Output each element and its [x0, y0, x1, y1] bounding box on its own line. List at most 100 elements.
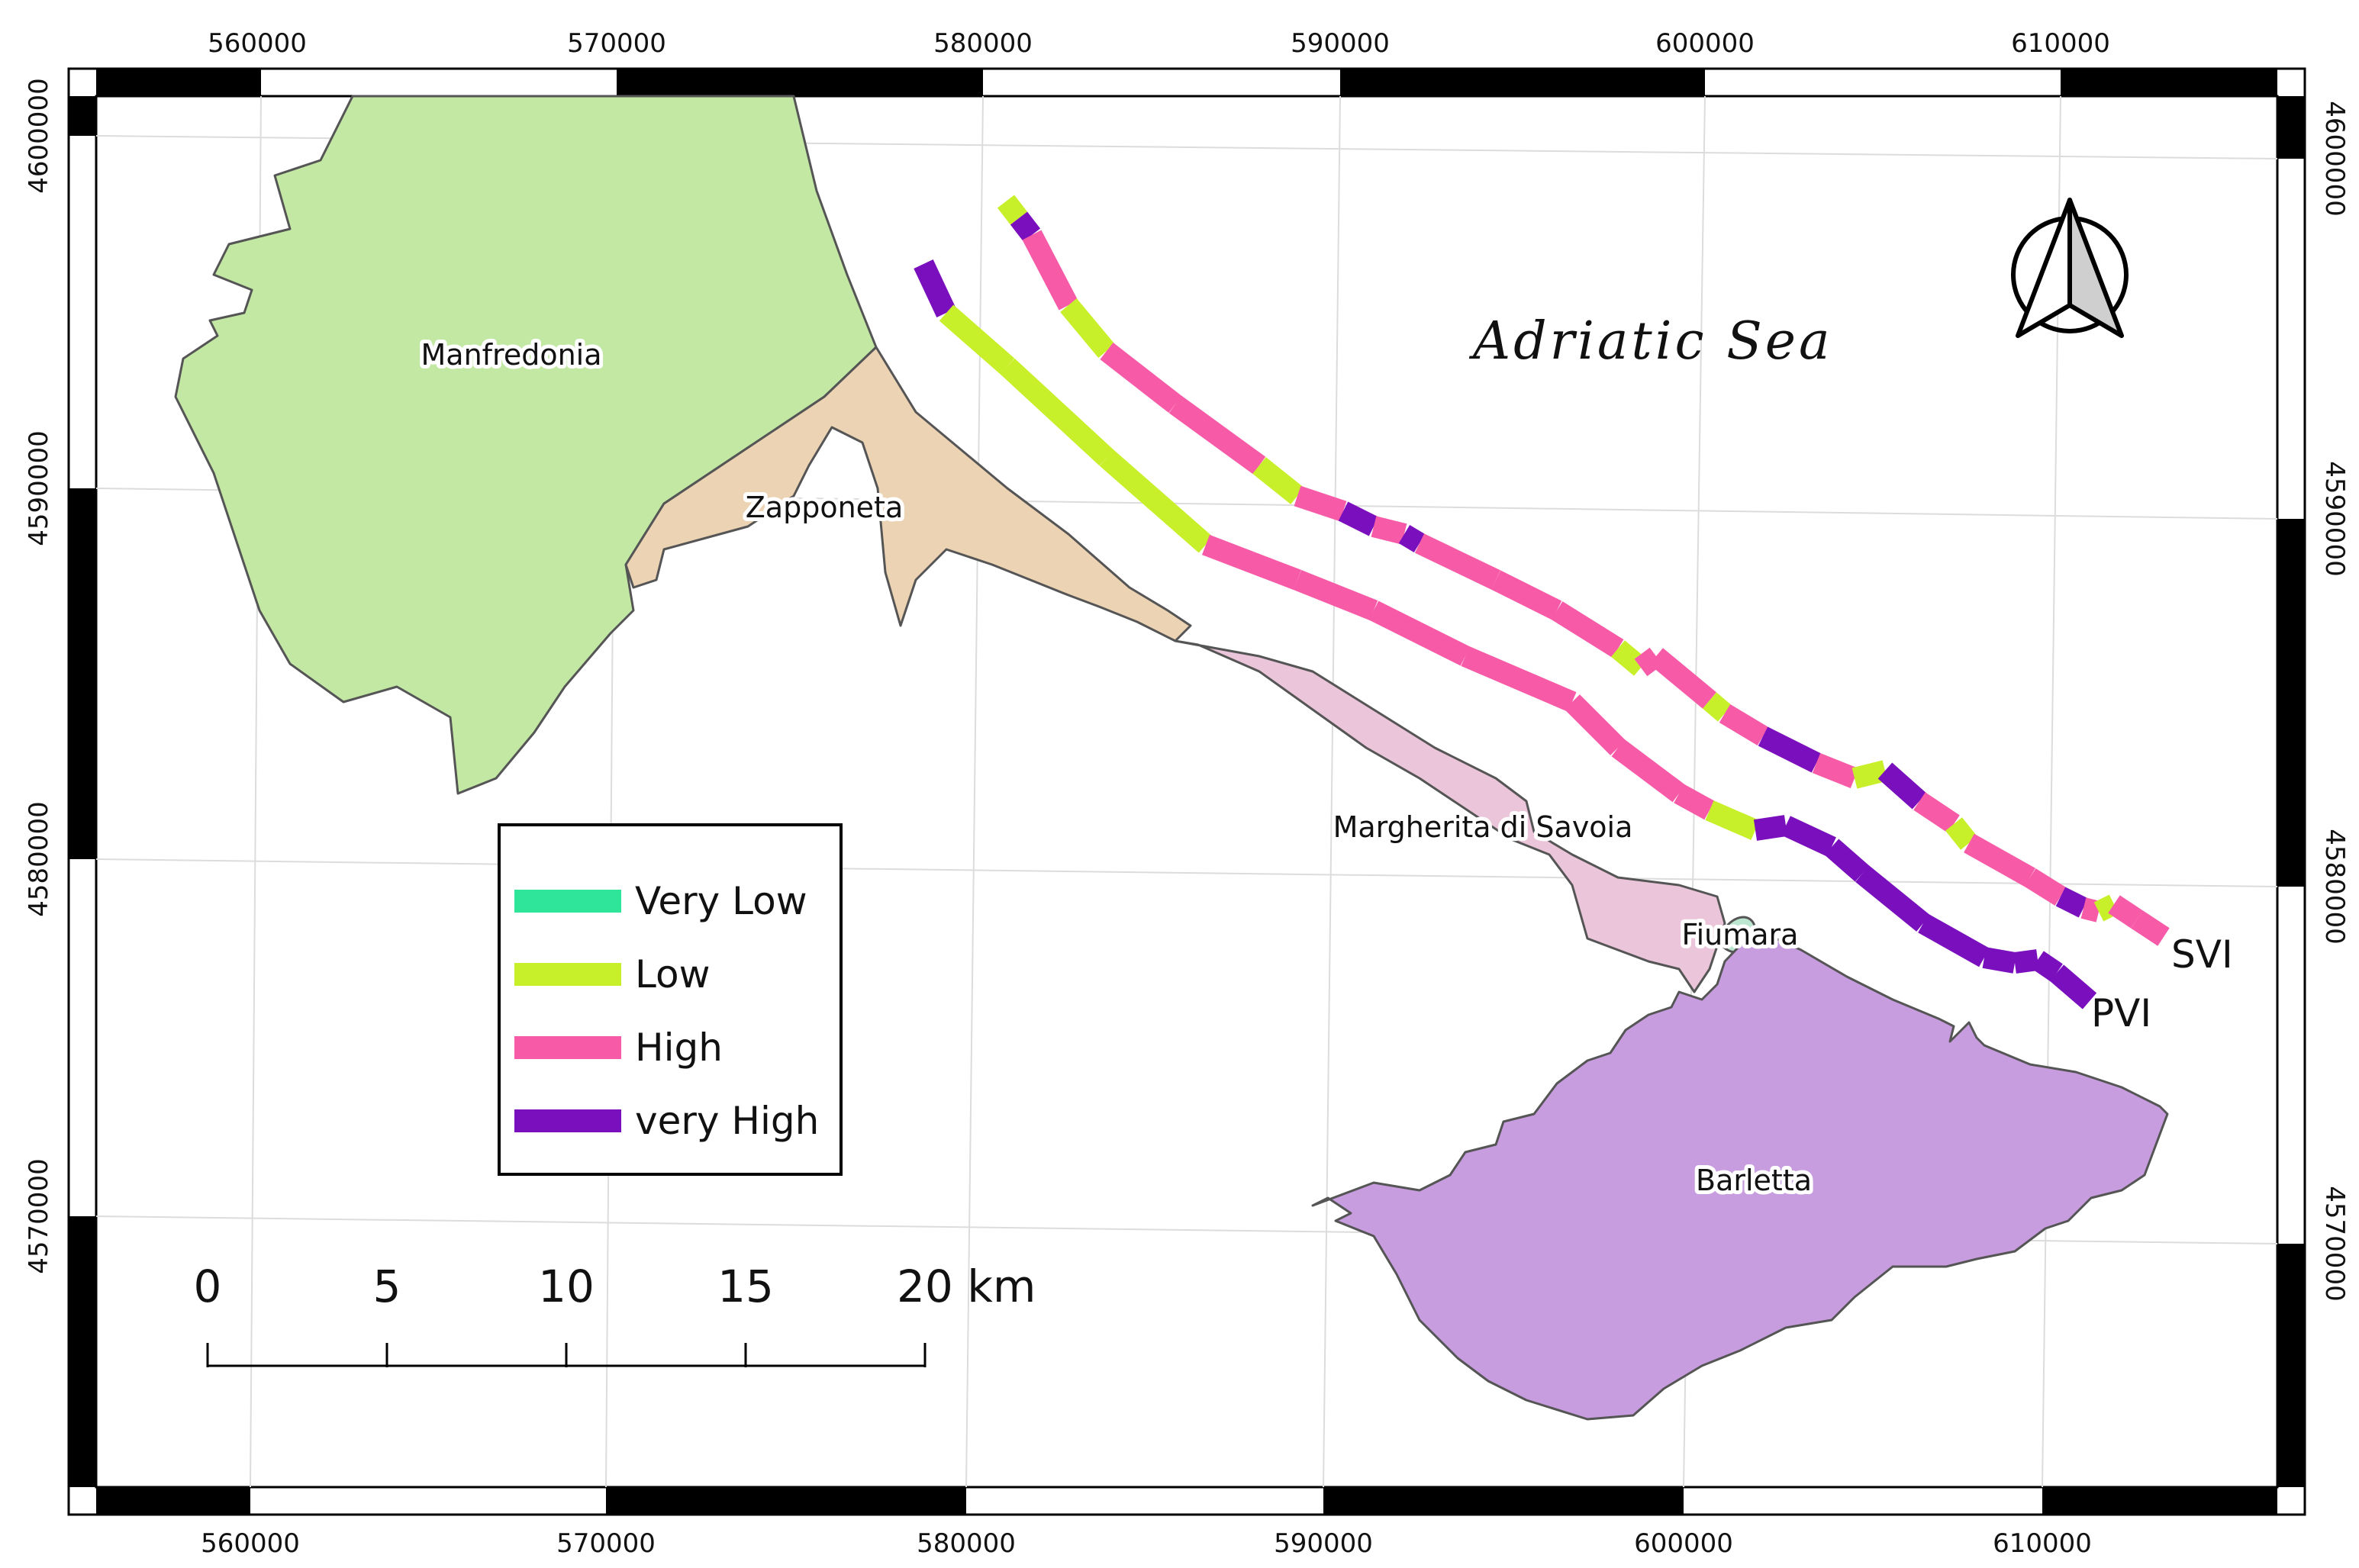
svi-segment — [1168, 395, 1266, 475]
y-tick-left: 4600000 — [24, 78, 54, 193]
x-tick-bottom: 560000 — [201, 1528, 300, 1559]
pvi-segment — [2032, 951, 2063, 982]
x-tick-bottom: 600000 — [1634, 1528, 1733, 1559]
svi-segment — [1414, 533, 1501, 590]
municipality-zapponeta — [624, 346, 1192, 642]
scale-label-15: 15 — [717, 1261, 774, 1312]
svi-segment — [1812, 753, 1859, 788]
pvi-segment — [1099, 449, 1213, 553]
pvi-segment — [1781, 816, 1836, 857]
svi-segment — [1611, 640, 1648, 676]
x-tick-top: 560000 — [208, 28, 307, 59]
pvi-segment — [1753, 815, 1788, 841]
pvi-segment — [1368, 600, 1471, 666]
x-tick-bottom: 610000 — [1993, 1528, 2092, 1559]
pvi-segment — [1000, 358, 1114, 466]
legend-swatch-very-low — [514, 890, 621, 913]
pvi-segment — [1824, 839, 1870, 882]
legend-label-very-high: very High — [635, 1099, 819, 1143]
y-tick-right: 4600000 — [2319, 101, 2350, 216]
x-tick-top: 580000 — [933, 28, 1033, 59]
legend-swatch-high — [514, 1036, 621, 1059]
scale-label-10: 10 — [538, 1261, 595, 1312]
scale-label-0: 0 — [194, 1261, 222, 1312]
pvi-segment — [2049, 964, 2097, 1009]
label-barletta: Barletta — [1696, 1164, 1812, 1197]
label-fiumara: Fiumara — [1682, 918, 1799, 951]
svi-segment — [1634, 647, 1663, 677]
label-manfredonia: Manfredonia — [421, 338, 602, 372]
svi-segment — [1702, 692, 1732, 722]
svi-segment — [1851, 760, 1888, 789]
x-tick-bottom: 570000 — [556, 1528, 656, 1559]
municipality-margherita-di-savoia — [1174, 639, 1726, 993]
svi-segment — [2108, 895, 2143, 929]
pvi-segment — [914, 259, 956, 317]
pvi-segment — [1855, 865, 1930, 932]
svi-segment — [1877, 762, 1927, 810]
pvi-segment — [1611, 739, 1686, 803]
x-tick-labels-top: 560000 570000 580000 590000 600000 61000… — [208, 28, 2110, 59]
svi-segment — [1371, 516, 1407, 545]
pvi-segment — [2013, 949, 2039, 974]
x-tick-top: 610000 — [2011, 28, 2110, 59]
pvi-transect — [914, 259, 2097, 1009]
x-tick-top: 590000 — [1291, 28, 1390, 59]
pvi-segment — [1293, 570, 1378, 620]
y-tick-right: 4570000 — [2319, 1186, 2350, 1301]
pvi-label: PVI — [2091, 991, 2151, 1035]
x-tick-top: 600000 — [1655, 28, 1755, 59]
y-tick-left: 4580000 — [24, 801, 54, 916]
scale-bar: 0 5 10 15 20 km — [194, 1261, 1036, 1367]
svi-segment — [1338, 501, 1379, 536]
svi-segment — [1294, 485, 1347, 522]
svi-segment — [2080, 897, 2102, 922]
svi-segment — [1398, 524, 1426, 553]
svi-segment — [1719, 704, 1769, 746]
pvi-segment — [1674, 784, 1715, 820]
y-tick-labels-right: 4600000 4590000 4580000 4570000 — [2319, 101, 2350, 1301]
x-tick-bottom: 590000 — [1274, 1528, 1373, 1559]
svi-segment — [1945, 817, 1977, 850]
pvi-segment — [1705, 800, 1760, 840]
scale-label-5: 5 — [373, 1261, 401, 1312]
svi-segment — [1010, 211, 1041, 242]
svi-segment — [2131, 910, 2170, 946]
legend: Very Low Low High very High — [498, 823, 843, 1176]
svi-segment — [2093, 894, 2119, 922]
legend-label-high: High — [635, 1025, 723, 1070]
y-tick-right: 4580000 — [2319, 829, 2350, 944]
label-zapponeta: Zapponeta — [746, 491, 903, 524]
x-tick-bottom: 580000 — [917, 1528, 1016, 1559]
pvi-segment — [1565, 694, 1626, 755]
y-tick-left: 4570000 — [24, 1158, 54, 1273]
y-tick-labels-left: 4600000 4590000 4580000 4570000 — [24, 78, 54, 1273]
svi-segment — [1913, 792, 1960, 833]
north-arrow-icon — [2011, 198, 2129, 338]
svi-segment — [1964, 833, 2035, 887]
y-tick-left: 4590000 — [24, 430, 54, 546]
x-tick-top: 570000 — [567, 28, 666, 59]
municipality-barletta — [1311, 928, 2169, 1421]
pvi-segment — [1201, 534, 1302, 591]
svi-segment — [2055, 887, 2089, 918]
svi-segment — [1551, 601, 1624, 658]
scale-label-20: 20 km — [897, 1261, 1036, 1312]
svi-segment — [1490, 570, 1562, 620]
svi-segment — [1252, 457, 1304, 504]
svi-segment — [2024, 868, 2067, 906]
x-tick-labels-bottom: 560000 570000 580000 590000 600000 61000… — [201, 1528, 2092, 1559]
svi-segment — [1649, 648, 1716, 709]
legend-label-low: Low — [635, 952, 710, 997]
svi-segment — [1758, 726, 1822, 773]
legend-swatch-low — [514, 963, 621, 986]
frame-segments — [69, 69, 2305, 1515]
y-tick-right: 4590000 — [2319, 461, 2350, 576]
svi-segment — [1022, 230, 1078, 311]
svi-segment — [1060, 298, 1115, 358]
legend-swatch-very-high — [514, 1109, 621, 1132]
label-margherita-di-savoia: Margherita di Savoia — [1333, 810, 1633, 844]
svi-transect — [997, 195, 2170, 946]
pvi-segment — [1918, 913, 1990, 968]
